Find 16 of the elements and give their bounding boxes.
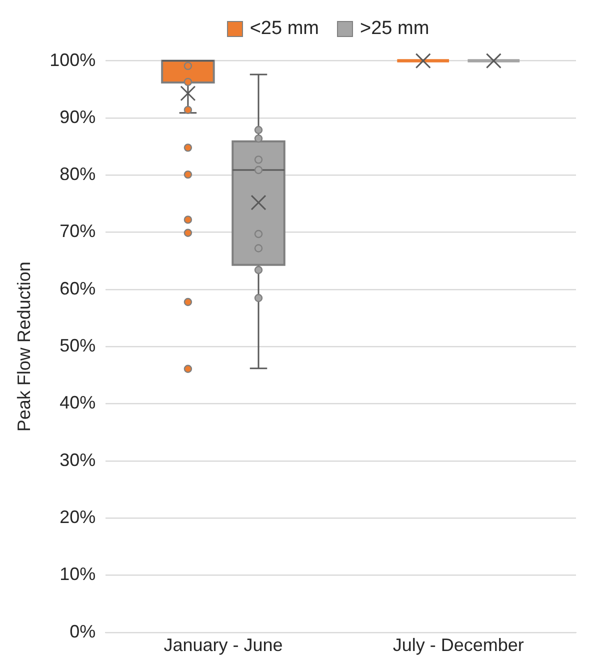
y-tick-label: 0% — [70, 621, 96, 642]
y-tick-label: 80% — [60, 164, 96, 184]
y-tick-label: 100% — [50, 50, 96, 70]
y-tick-label: 40% — [60, 392, 96, 413]
y-tick-label: 60% — [60, 278, 96, 298]
y-tick-label: 20% — [60, 507, 96, 528]
y-tick-label: 10% — [60, 564, 96, 584]
y-tick-label: 70% — [60, 221, 96, 242]
legend-label: <25 mm — [250, 18, 319, 40]
y-tick-label: 90% — [60, 106, 96, 127]
y-axis-title: Peak Flow Reduction — [14, 262, 34, 432]
y-tick-label: 50% — [60, 336, 96, 356]
legend-label: >25 mm — [360, 18, 430, 40]
y-tick-label: 30% — [60, 450, 96, 470]
x-tick-label: July - December — [392, 635, 524, 656]
x-tick-label: January - June — [164, 635, 283, 656]
